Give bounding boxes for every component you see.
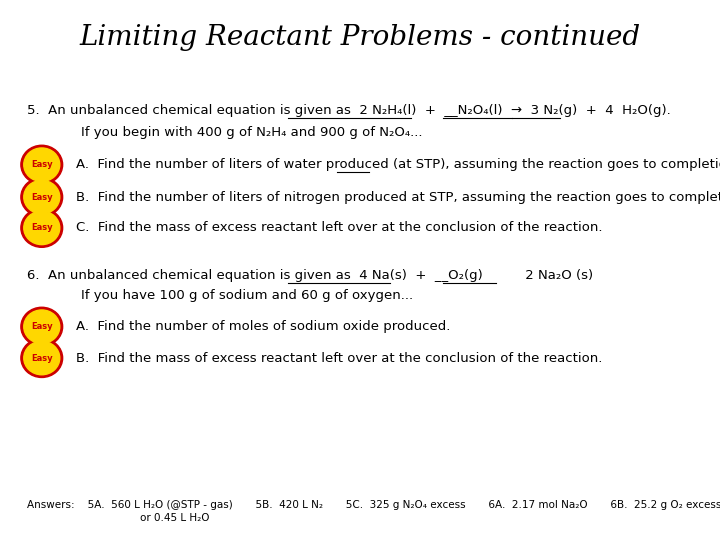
Text: B.  Find the number of liters of nitrogen produced at STP, assuming the reaction: B. Find the number of liters of nitrogen… [76, 191, 720, 204]
Ellipse shape [24, 310, 60, 343]
Text: Easy: Easy [31, 354, 53, 362]
Text: 5.  An unbalanced chemical equation is given as  2 N₂H₄(l)  +  __N₂O₄(l)  →  3 N: 5. An unbalanced chemical equation is gi… [27, 104, 671, 117]
Ellipse shape [24, 180, 60, 214]
Ellipse shape [21, 307, 63, 346]
Text: If you begin with 400 g of N₂H₄ and 900 g of N₂O₄...: If you begin with 400 g of N₂H₄ and 900 … [81, 126, 423, 139]
Ellipse shape [21, 178, 63, 217]
Text: B.  Find the mass of excess reactant left over at the conclusion of the reaction: B. Find the mass of excess reactant left… [76, 352, 602, 365]
Text: or 0.45 L H₂O: or 0.45 L H₂O [140, 514, 210, 523]
Ellipse shape [21, 145, 63, 184]
Ellipse shape [21, 208, 63, 247]
Text: Easy: Easy [31, 322, 53, 331]
Text: C.  Find the mass of excess reactant left over at the conclusion of the reaction: C. Find the mass of excess reactant left… [76, 221, 602, 234]
Ellipse shape [24, 148, 60, 181]
Text: Easy: Easy [31, 224, 53, 232]
Text: Limiting Reactant Problems - continued: Limiting Reactant Problems - continued [79, 24, 641, 51]
Text: Easy: Easy [31, 193, 53, 201]
Ellipse shape [24, 211, 60, 245]
Text: A.  Find the number of liters of water produced (at STP), assuming the reaction : A. Find the number of liters of water pr… [76, 158, 720, 171]
Text: 6.  An unbalanced chemical equation is given as  4 Na(s)  +  __O₂(g)          2 : 6. An unbalanced chemical equation is gi… [27, 269, 593, 282]
Text: A.  Find the number of moles of sodium oxide produced.: A. Find the number of moles of sodium ox… [76, 320, 450, 333]
Text: Easy: Easy [31, 160, 53, 169]
Text: Answers:    5A.  560 L H₂O (@STP - gas)       5B.  420 L N₂       5C.  325 g N₂O: Answers: 5A. 560 L H₂O (@STP - gas) 5B. … [27, 500, 720, 510]
Ellipse shape [21, 339, 63, 377]
Ellipse shape [24, 341, 60, 375]
Text: If you have 100 g of sodium and 60 g of oxygen...: If you have 100 g of sodium and 60 g of … [81, 289, 413, 302]
